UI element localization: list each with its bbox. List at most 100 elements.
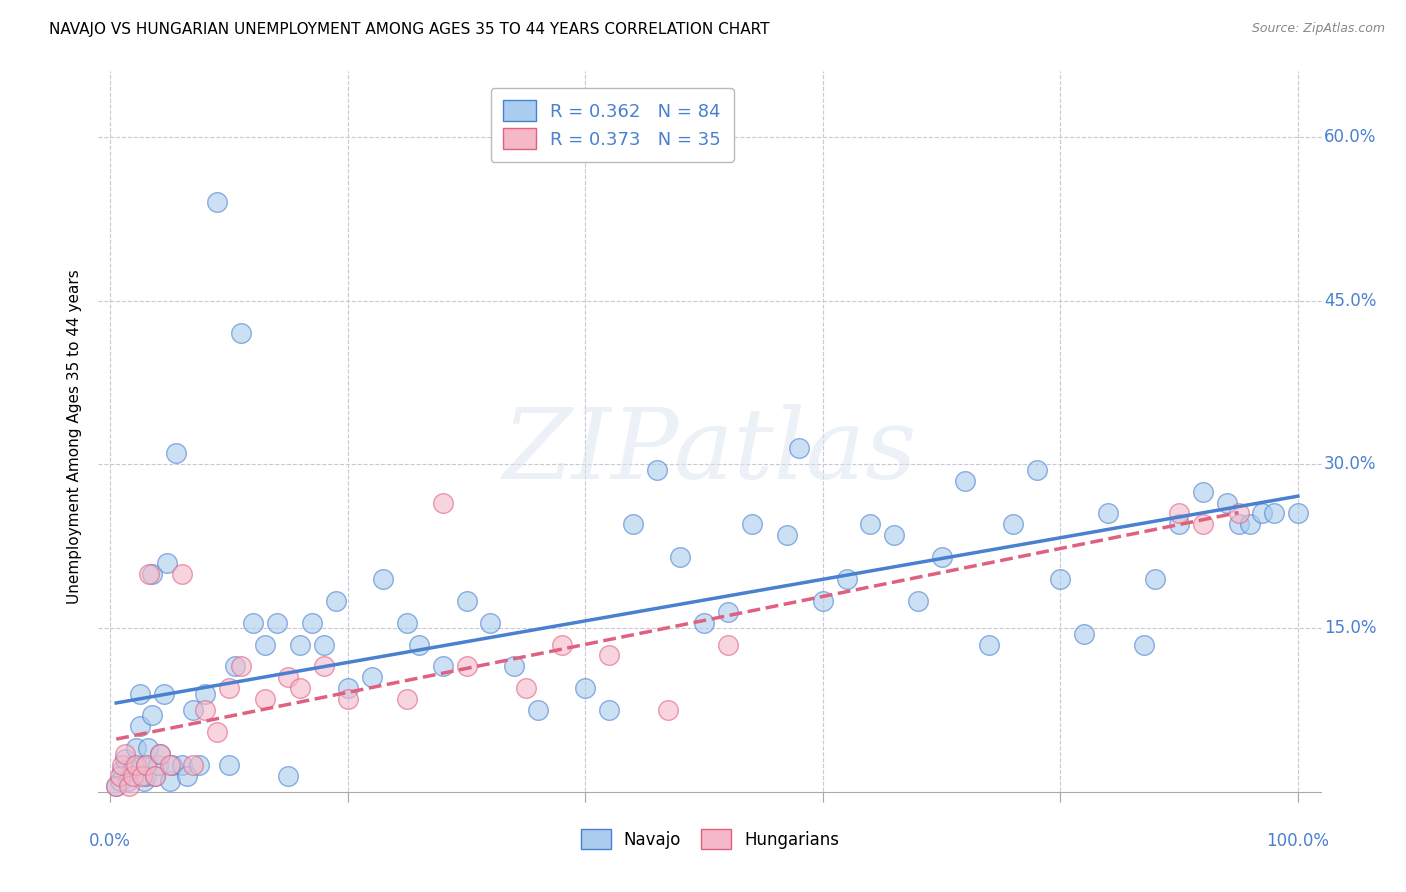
Text: 100.0%: 100.0% <box>1267 832 1330 850</box>
Point <box>135 757 157 772</box>
Point <box>159 757 181 772</box>
Point <box>503 659 526 673</box>
Point <box>108 774 131 789</box>
Point <box>669 550 692 565</box>
Point <box>312 659 335 673</box>
Point <box>266 615 288 630</box>
Point <box>111 757 134 772</box>
Point <box>835 572 858 586</box>
Point <box>125 741 148 756</box>
Point <box>131 768 153 782</box>
Point <box>645 463 668 477</box>
Point <box>574 681 596 695</box>
Point <box>141 708 163 723</box>
Point <box>205 724 228 739</box>
Point <box>598 703 620 717</box>
Point <box>183 703 205 717</box>
Point <box>218 757 240 772</box>
Point <box>1073 626 1095 640</box>
Point <box>135 757 157 772</box>
Point <box>408 638 430 652</box>
Point <box>1227 507 1250 521</box>
Point <box>336 681 359 695</box>
Point <box>224 659 246 673</box>
Point <box>693 615 716 630</box>
Point <box>373 572 395 586</box>
Point <box>1251 507 1274 521</box>
Point <box>194 687 217 701</box>
Point <box>1239 517 1261 532</box>
Point <box>657 703 679 717</box>
Point <box>290 638 312 652</box>
Point <box>301 615 323 630</box>
Y-axis label: Unemployment Among Ages 35 to 44 years: Unemployment Among Ages 35 to 44 years <box>66 269 82 605</box>
Point <box>160 757 183 772</box>
Point <box>170 566 193 581</box>
Text: Source: ZipAtlas.com: Source: ZipAtlas.com <box>1251 22 1385 36</box>
Point <box>336 692 359 706</box>
Point <box>396 615 419 630</box>
Point <box>456 594 478 608</box>
Point <box>118 780 141 794</box>
Text: 0.0%: 0.0% <box>90 832 131 850</box>
Point <box>290 681 312 695</box>
Point <box>360 670 382 684</box>
Text: 15.0%: 15.0% <box>1324 619 1376 637</box>
Point <box>977 638 1000 652</box>
Point <box>141 566 163 581</box>
Point <box>955 474 977 488</box>
Point <box>1263 507 1285 521</box>
Point <box>253 692 276 706</box>
Point <box>132 774 155 789</box>
Point <box>135 768 157 782</box>
Point <box>277 670 299 684</box>
Point <box>229 326 252 341</box>
Point <box>105 780 128 794</box>
Point <box>121 763 143 777</box>
Point <box>229 659 252 673</box>
Point <box>114 752 136 766</box>
Point <box>1215 495 1237 509</box>
Point <box>515 681 537 695</box>
Point <box>1132 638 1154 652</box>
Point <box>527 703 550 717</box>
Point <box>165 446 187 460</box>
Point <box>121 768 143 782</box>
Point <box>114 747 136 761</box>
Point <box>1097 507 1119 521</box>
Point <box>479 615 502 630</box>
Point <box>811 594 834 608</box>
Point <box>129 719 152 733</box>
Point <box>277 768 299 782</box>
Point <box>146 757 169 772</box>
Point <box>125 757 148 772</box>
Point <box>396 692 419 706</box>
Point <box>129 687 152 701</box>
Point <box>1144 572 1167 586</box>
Point <box>787 441 810 455</box>
Point <box>122 757 145 772</box>
Text: ZIPatlas: ZIPatlas <box>503 404 917 500</box>
Point <box>145 768 167 782</box>
Point <box>159 774 181 789</box>
Point <box>111 763 134 777</box>
Point <box>325 594 347 608</box>
Point <box>242 615 264 630</box>
Point <box>136 741 159 756</box>
Point <box>432 495 454 509</box>
Point <box>188 757 211 772</box>
Point <box>741 517 763 532</box>
Point <box>138 566 160 581</box>
Text: 60.0%: 60.0% <box>1324 128 1376 146</box>
Point <box>883 528 905 542</box>
Point <box>907 594 929 608</box>
Point <box>776 528 799 542</box>
Point <box>1192 484 1215 499</box>
Point <box>253 638 276 652</box>
Point <box>1192 517 1215 532</box>
Point <box>432 659 454 673</box>
Point <box>170 757 193 772</box>
Legend: Navajo, Hungarians: Navajo, Hungarians <box>569 818 851 860</box>
Point <box>550 638 572 652</box>
Point <box>145 768 167 782</box>
